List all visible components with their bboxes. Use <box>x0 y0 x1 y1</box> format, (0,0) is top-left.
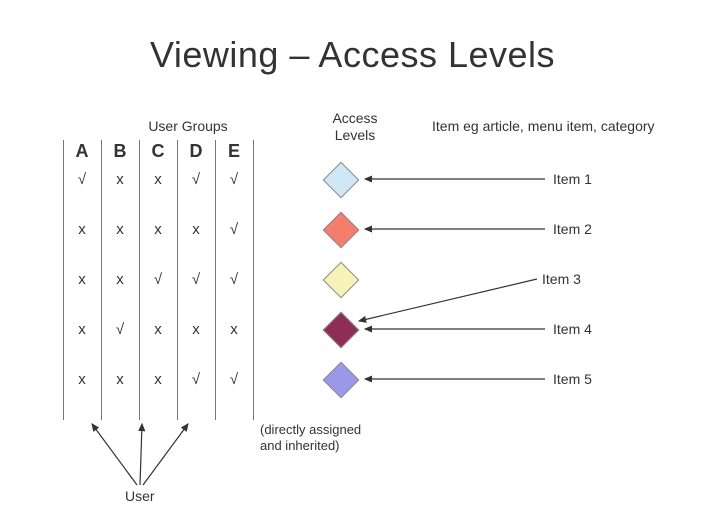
table-cell: √ <box>215 364 253 414</box>
table-row: x x x x √ <box>63 214 253 264</box>
table-cell: √ <box>177 164 215 214</box>
col-header: C <box>139 140 177 164</box>
table-cell: √ <box>177 264 215 314</box>
table-cell: √ <box>215 264 253 314</box>
table-cell: x <box>63 214 101 264</box>
arrow-line <box>140 424 142 485</box>
table-cell: √ <box>101 314 139 364</box>
table-cell: x <box>63 314 101 364</box>
table-cell: √ <box>139 264 177 314</box>
table-cell: √ <box>63 164 101 214</box>
table-separator <box>63 140 64 420</box>
access-levels-label-line2: Levels <box>335 127 375 143</box>
arrow-line <box>143 424 188 485</box>
items-header-label: Item eg article, menu item, category <box>432 118 655 134</box>
arrow-line <box>92 424 137 485</box>
table-cell: x <box>101 164 139 214</box>
table-cell: x <box>139 314 177 364</box>
table-cell: x <box>63 364 101 414</box>
col-header: B <box>101 140 139 164</box>
item-label: Item 5 <box>553 371 592 387</box>
col-header: A <box>63 140 101 164</box>
table-cell: x <box>177 214 215 264</box>
table-cell: x <box>101 264 139 314</box>
table-row: √ x x √ √ <box>63 164 253 214</box>
user-label: User <box>125 488 155 504</box>
page-title: Viewing – Access Levels <box>0 34 705 76</box>
user-groups-table: A B C D E √ x x √ √ x x x x √ x x √ √ √ <box>63 140 253 414</box>
col-header: E <box>215 140 253 164</box>
table-row: x x √ √ √ <box>63 264 253 314</box>
item-label: Item 2 <box>553 221 592 237</box>
table-row: x x x √ √ <box>63 364 253 414</box>
table-cell: x <box>101 214 139 264</box>
access-levels-label-line1: Access <box>332 110 377 126</box>
item-label: Item 4 <box>553 321 592 337</box>
table-header-row: A B C D E <box>63 140 253 164</box>
table-cell: √ <box>215 214 253 264</box>
item-arrows-group <box>359 179 545 379</box>
table-separator <box>253 140 254 420</box>
table-cell: √ <box>215 164 253 214</box>
arrow-line <box>359 279 537 321</box>
user-groups-label: User Groups <box>98 118 278 134</box>
diamond-icon <box>323 312 360 349</box>
diamond-icon <box>323 162 360 199</box>
table-cell: x <box>177 314 215 364</box>
table-cell: x <box>101 364 139 414</box>
assigned-note-line2: and inherited) <box>260 438 340 453</box>
diamond-icon <box>323 212 360 249</box>
access-levels-label: Access Levels <box>320 110 390 144</box>
diamond-icon <box>323 362 360 399</box>
item-label: Item 1 <box>553 171 592 187</box>
user-arrows-group <box>92 424 188 485</box>
table-cell: x <box>63 264 101 314</box>
item-label: Item 3 <box>542 271 581 287</box>
diamond-icon <box>323 262 360 299</box>
table-cell: √ <box>177 364 215 414</box>
table-cell: x <box>139 164 177 214</box>
table-cell: x <box>215 314 253 364</box>
diagram-stage: Viewing – Access Levels User Groups Acce… <box>0 0 705 529</box>
assigned-note-line1: (directly assigned <box>260 422 361 437</box>
table-cell: x <box>139 214 177 264</box>
col-header: D <box>177 140 215 164</box>
assigned-inherited-note: (directly assigned and inherited) <box>260 422 361 455</box>
table-cell: x <box>139 364 177 414</box>
table-row: x √ x x x <box>63 314 253 364</box>
